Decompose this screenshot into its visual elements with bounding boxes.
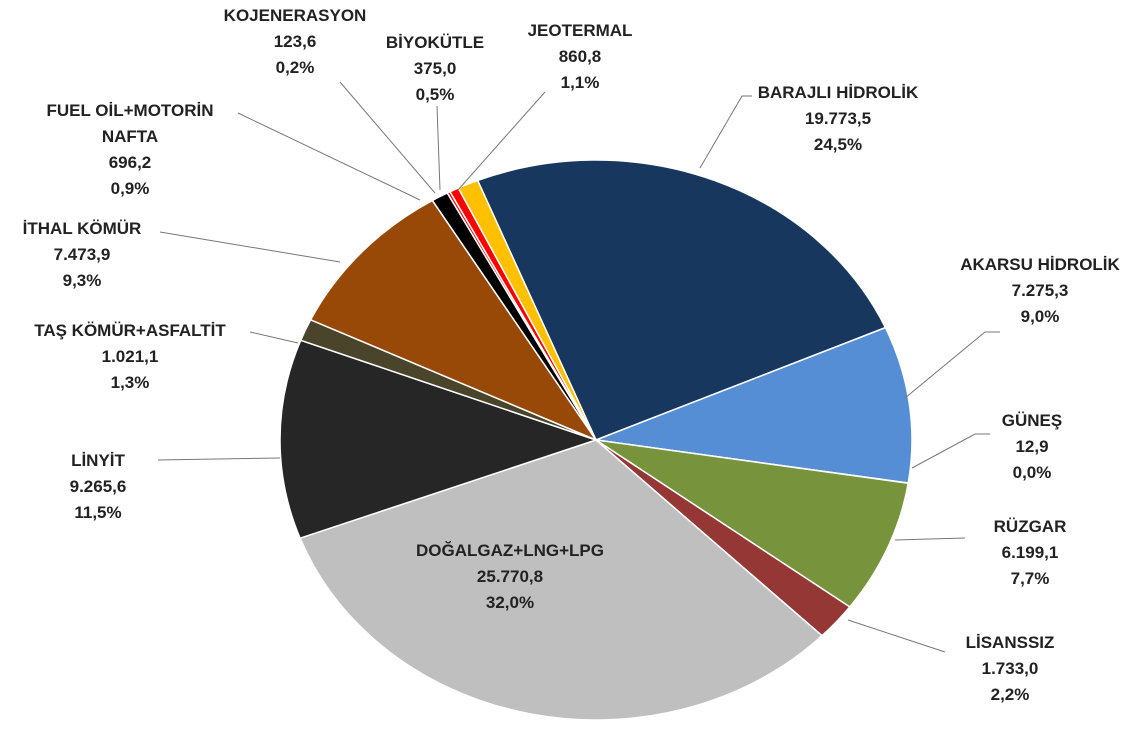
leader-line (904, 331, 1000, 399)
leader-line (457, 91, 546, 191)
data-label: JEOTERMAL 860,8 1,1% (528, 18, 633, 96)
value-label: 24,5% (813, 135, 863, 154)
data-label: TAŞ KÖMÜR+ASFALTİT 1.021,1 1,3% (34, 318, 226, 396)
data-label: AKARSU HİDROLİK 7.275,3 9,0% (960, 252, 1120, 330)
value-label: 1,1% (560, 73, 600, 92)
category-label: TAŞ KÖMÜR+ASFALTİT (34, 321, 226, 340)
value-label: 0,0% (1012, 463, 1052, 482)
value-label: 7,7% (1010, 569, 1050, 588)
value-label: 123,6 (273, 32, 317, 51)
value-label: 1.021,1 (101, 347, 159, 366)
value-label: 19.773,5 (804, 109, 872, 128)
leader-line (237, 112, 421, 201)
category-label: JEOTERMAL (527, 21, 633, 40)
value-label: 375,0 (413, 59, 457, 78)
value-label: 9,0% (1020, 307, 1060, 326)
value-label: 2,2% (990, 685, 1030, 704)
data-label: LİNYİT 9.265,6 11,5% (70, 448, 127, 526)
leader-line (847, 619, 946, 653)
leader-line (436, 105, 441, 191)
value-label: 25.770,8 (476, 567, 544, 586)
pie-slice (309, 199, 599, 442)
leader-line (894, 537, 966, 541)
leader-line (699, 95, 752, 169)
value-label: 9.265,6 (69, 477, 127, 496)
value-label: 6.199,1 (1001, 543, 1059, 562)
value-label: 0,5% (415, 85, 455, 104)
pie-slice (279, 339, 599, 540)
value-label: 0,9% (110, 179, 150, 198)
leader-line (911, 433, 990, 469)
data-label: LİSANSSIZ 1.733,0 2,2% (966, 630, 1055, 708)
value-label: 12,9 (1015, 437, 1049, 456)
category-label: LİNYİT (71, 451, 125, 470)
pie-slice (476, 159, 887, 441)
value-label: 7.275,3 (1011, 281, 1069, 300)
category-label: BARAJLI HİDROLİK (757, 83, 919, 102)
value-label: 1.733,0 (981, 659, 1039, 678)
data-label: DOĞALGAZ+LNG+LPG 25.770,8 32,0% (416, 538, 604, 616)
value-label: 696,2 (108, 153, 152, 172)
leader-line (249, 331, 299, 344)
value-label: 7.473,9 (53, 245, 111, 264)
value-label: 32,0% (485, 593, 535, 612)
category-label: BİYOKÜTLE (385, 33, 485, 52)
category-label: FUEL OİL+MOTORİN NAFTA (46, 101, 214, 146)
category-label: KOJENERASYON (223, 6, 367, 25)
data-label: FUEL OİL+MOTORİN NAFTA 696,2 0,9% (46, 98, 213, 202)
leader-line (159, 231, 341, 263)
pie-slice (457, 179, 597, 441)
category-label: AKARSU HİDROLİK (960, 255, 1120, 274)
value-label: 1,3% (110, 373, 150, 392)
category-label: GÜNEŞ (1001, 411, 1063, 430)
category-label: LİSANSSIZ (965, 633, 1055, 652)
data-label: BARAJLI HİDROLİK 19.773,5 24,5% (758, 80, 919, 158)
category-label: DOĞALGAZ+LNG+LPG (416, 541, 604, 560)
value-label: 860,8 (558, 47, 602, 66)
data-label: BİYOKÜTLE 375,0 0,5% (386, 30, 484, 108)
data-label: RÜZGAR 6.199,1 7,7% (994, 514, 1067, 592)
leader-line (339, 81, 436, 194)
category-label: RÜZGAR (993, 517, 1067, 536)
value-label: 0,2% (275, 58, 315, 77)
data-label: GÜNEŞ 12,9 0,0% (1002, 408, 1062, 486)
data-label: İTHAL KÖMÜR 7.473,9 9,3% (23, 216, 142, 294)
value-label: 9,3% (62, 271, 102, 290)
pie-slice (593, 326, 913, 484)
value-label: 11,5% (74, 503, 122, 522)
data-label: KOJENERASYON 123,6 0,2% (224, 3, 367, 81)
category-label: İTHAL KÖMÜR (22, 219, 142, 238)
pie-slice (299, 439, 824, 721)
pie-slice (595, 439, 910, 608)
leader-line (157, 457, 281, 461)
